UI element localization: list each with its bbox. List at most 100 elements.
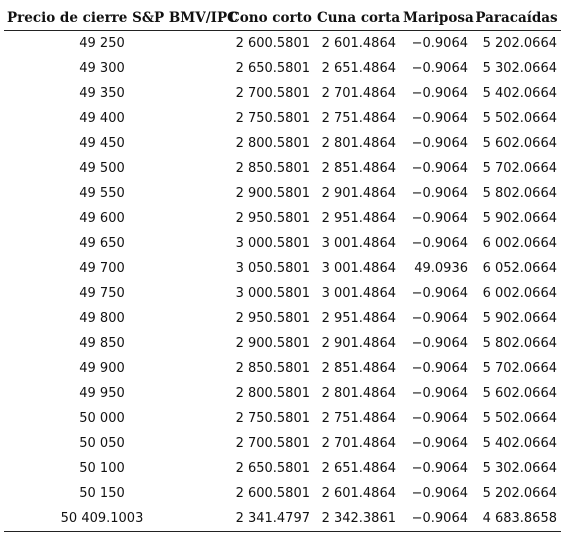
cell-parachute: 5 702.0664 bbox=[482, 161, 557, 176]
table-row: 49 350 2 700.5801 2 701.4864 −0.9064 5 402.0… bbox=[4, 81, 561, 106]
cell-closing-price: 49 550 bbox=[79, 186, 125, 201]
table-row: 49 650 3 000.5801 3 001.4864 −0.9064 6 002.0… bbox=[4, 231, 561, 256]
cell-closing-price: 49 600 bbox=[79, 211, 125, 226]
cell-short-cone: 2 700.5801 bbox=[235, 436, 310, 451]
cell-parachute: 5 902.0664 bbox=[482, 211, 557, 226]
cell-butterfly: −0.9064 bbox=[411, 161, 468, 176]
cell-butterfly: −0.9064 bbox=[411, 436, 468, 451]
table-row: 49 450 2 800.5801 2 801.4864 −0.9064 5 602.0… bbox=[4, 131, 561, 156]
cell-parachute: 5 302.0664 bbox=[482, 461, 557, 476]
cell-closing-price: 49 950 bbox=[79, 386, 125, 401]
cell-short-cone: 2 650.5801 bbox=[235, 461, 310, 476]
cell-short-cone: 2 750.5801 bbox=[235, 411, 310, 426]
cell-closing-price: 49 450 bbox=[79, 136, 125, 151]
table-header: Precio de cierre S&P BMV/IPC Cono corto … bbox=[4, 5, 561, 31]
table-row: 49 400 2 750.5801 2 751.4864 −0.9064 5 502.0… bbox=[4, 106, 561, 131]
cell-butterfly: −0.9064 bbox=[411, 486, 468, 501]
cell-parachute: 4 683.8658 bbox=[472, 506, 561, 532]
cell-short-cone: 2 900.5801 bbox=[235, 336, 310, 351]
table-row: 49 550 2 900.5801 2 901.4864 −0.9064 5 802.0… bbox=[4, 181, 561, 206]
table-row: 50 150 2 600.5801 2 601.4864 −0.9064 5 202.0… bbox=[4, 481, 561, 506]
cell-short-cone: 2 750.5801 bbox=[235, 111, 310, 126]
cell-closing-price: 49 850 bbox=[79, 336, 125, 351]
cell-parachute: 5 202.0664 bbox=[482, 36, 557, 51]
cell-closing-price: 49 800 bbox=[79, 311, 125, 326]
table-row: 50 100 2 650.5801 2 651.4864 −0.9064 5 302.0… bbox=[4, 456, 561, 481]
cell-short-cradle: 2 751.4864 bbox=[321, 411, 396, 426]
cell-short-cone: 2 850.5801 bbox=[235, 161, 310, 176]
cell-short-cone: 3 000.5801 bbox=[235, 286, 310, 301]
cell-butterfly: −0.9064 bbox=[411, 111, 468, 126]
cell-parachute: 6 002.0664 bbox=[482, 236, 557, 251]
cell-closing-price: 50 150 bbox=[79, 486, 125, 501]
cell-closing-price: 49 700 bbox=[79, 261, 125, 276]
cell-butterfly: −0.9064 bbox=[411, 411, 468, 426]
cell-short-cradle: 2 851.4864 bbox=[321, 161, 396, 176]
cell-parachute: 5 902.0664 bbox=[482, 311, 557, 326]
cell-closing-price: 50 050 bbox=[79, 436, 125, 451]
table-row: 49 500 2 850.5801 2 851.4864 −0.9064 5 702.0… bbox=[4, 156, 561, 181]
cell-closing-price: 49 500 bbox=[79, 161, 125, 176]
cell-butterfly: −0.9064 bbox=[411, 311, 468, 326]
table-row: 49 900 2 850.5801 2 851.4864 −0.9064 5 702.0… bbox=[4, 356, 561, 381]
cell-short-cradle: 2 651.4864 bbox=[321, 461, 396, 476]
table-row: 49 250 2 600.5801 2 601.4864 −0.9064 5 202.0… bbox=[4, 31, 561, 57]
cell-parachute: 6 002.0664 bbox=[482, 286, 557, 301]
cell-short-cradle: 2 901.4864 bbox=[321, 186, 396, 201]
cell-butterfly: −0.9064 bbox=[411, 336, 468, 351]
cell-closing-price: 49 250 bbox=[79, 36, 125, 51]
header-parachute: Paracaídas bbox=[472, 5, 561, 31]
cell-short-cone: 2 600.5801 bbox=[235, 486, 310, 501]
table-row: 50 050 2 700.5801 2 701.4864 −0.9064 5 402.0… bbox=[4, 431, 561, 456]
cell-closing-price: 49 400 bbox=[79, 111, 125, 126]
cell-short-cone: 2 700.5801 bbox=[235, 86, 310, 101]
table-row: 49 850 2 900.5801 2 901.4864 −0.9064 5 802.0… bbox=[4, 331, 561, 356]
table-body: 49 250 2 600.5801 2 601.4864 −0.9064 5 202.0… bbox=[4, 31, 561, 532]
cell-short-cone: 2 800.5801 bbox=[235, 136, 310, 151]
cell-parachute: 5 402.0664 bbox=[482, 86, 557, 101]
cell-short-cradle: 2 901.4864 bbox=[321, 336, 396, 351]
cell-closing-price: 49 300 bbox=[79, 61, 125, 76]
cell-short-cradle: 2 601.4864 bbox=[321, 36, 396, 51]
cell-closing-price: 50 000 bbox=[79, 411, 125, 426]
cell-closing-price: 49 750 bbox=[79, 286, 125, 301]
table-row: 49 600 2 950.5801 2 951.4864 −0.9064 5 902.0… bbox=[4, 206, 561, 231]
table-row: 49 800 2 950.5801 2 951.4864 −0.9064 5 902.0… bbox=[4, 306, 561, 331]
cell-short-cradle: 2 701.4864 bbox=[321, 436, 396, 451]
cell-short-cradle: 2 601.4864 bbox=[321, 486, 396, 501]
cell-parachute: 5 702.0664 bbox=[482, 361, 557, 376]
header-closing-price: Precio de cierre S&P BMV/IPC bbox=[4, 5, 238, 31]
header-short-cone: Cono corto bbox=[226, 5, 314, 31]
cell-short-cone: 2 950.5801 bbox=[235, 211, 310, 226]
cell-parachute: 5 302.0664 bbox=[482, 61, 557, 76]
table-row: 49 750 3 000.5801 3 001.4864 −0.9064 6 002.0… bbox=[4, 281, 561, 306]
cell-short-cradle: 2 342.3861 bbox=[314, 506, 400, 532]
table-row: 50 409.1003 2 341.4797 2 342.3861 −0.9064 4 … bbox=[4, 506, 561, 532]
cell-butterfly: −0.9064 bbox=[411, 461, 468, 476]
cell-parachute: 5 402.0664 bbox=[482, 436, 557, 451]
table-row: 49 950 2 800.5801 2 801.4864 −0.9064 5 602.0… bbox=[4, 381, 561, 406]
cell-short-cradle: 2 651.4864 bbox=[321, 61, 396, 76]
cell-butterfly: −0.9064 bbox=[411, 186, 468, 201]
cell-butterfly: −0.9064 bbox=[411, 236, 468, 251]
cell-short-cone: 2 341.4797 bbox=[226, 506, 314, 532]
cell-butterfly: −0.9064 bbox=[411, 86, 468, 101]
cell-short-cradle: 2 751.4864 bbox=[321, 111, 396, 126]
cell-short-cradle: 3 001.4864 bbox=[321, 236, 396, 251]
cell-parachute: 5 502.0664 bbox=[482, 111, 557, 126]
cell-butterfly: −0.9064 bbox=[411, 36, 468, 51]
cell-short-cradle: 3 001.4864 bbox=[321, 261, 396, 276]
payoff-table: Precio de cierre S&P BMV/IPC Cono corto … bbox=[4, 5, 561, 532]
cell-parachute: 5 802.0664 bbox=[482, 186, 557, 201]
cell-butterfly: −0.9064 bbox=[400, 506, 472, 532]
table-row: 49 300 2 650.5801 2 651.4864 −0.9064 5 302.0… bbox=[4, 56, 561, 81]
cell-closing-price: 50 409.1003 bbox=[4, 506, 226, 532]
cell-parachute: 5 502.0664 bbox=[482, 411, 557, 426]
cell-short-cone: 2 650.5801 bbox=[235, 61, 310, 76]
cell-short-cradle: 2 701.4864 bbox=[321, 86, 396, 101]
cell-closing-price: 49 900 bbox=[79, 361, 125, 376]
cell-closing-price: 50 100 bbox=[79, 461, 125, 476]
cell-parachute: 5 602.0664 bbox=[482, 136, 557, 151]
cell-butterfly: −0.9064 bbox=[411, 211, 468, 226]
cell-butterfly: −0.9064 bbox=[411, 286, 468, 301]
